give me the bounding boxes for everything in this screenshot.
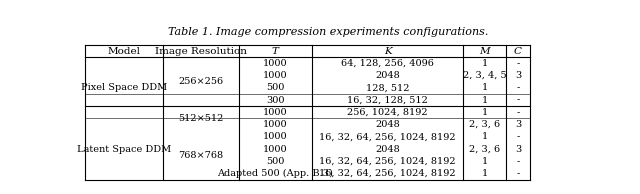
Text: 2048: 2048 [376, 120, 400, 129]
Text: K: K [384, 47, 392, 55]
Text: M: M [479, 47, 490, 55]
Text: Adapted 500 (App. B.3): Adapted 500 (App. B.3) [218, 169, 333, 178]
Text: 256×256: 256×256 [179, 77, 223, 86]
Text: 16, 32, 128, 512: 16, 32, 128, 512 [348, 96, 428, 105]
Text: 1000: 1000 [263, 132, 288, 141]
Text: 2, 3, 6: 2, 3, 6 [469, 145, 500, 154]
Text: 2048: 2048 [376, 145, 400, 154]
Text: Pixel Space DDM: Pixel Space DDM [81, 83, 167, 92]
Text: 2048: 2048 [376, 71, 400, 80]
Text: 2, 3, 6: 2, 3, 6 [469, 120, 500, 129]
Text: -: - [516, 96, 520, 105]
Text: 2, 3, 4, 5: 2, 3, 4, 5 [463, 71, 506, 80]
Text: 1: 1 [481, 108, 488, 117]
Text: Latent Space DDM: Latent Space DDM [77, 145, 172, 154]
Text: 1: 1 [481, 132, 488, 141]
Text: 1000: 1000 [263, 145, 288, 154]
Text: 1: 1 [481, 96, 488, 105]
Text: 3: 3 [515, 145, 521, 154]
Text: 1000: 1000 [263, 120, 288, 129]
Text: C: C [514, 47, 522, 55]
Text: -: - [516, 169, 520, 178]
Text: 768×768: 768×768 [179, 151, 223, 160]
Text: 1: 1 [481, 169, 488, 178]
Text: 16, 32, 64, 256, 1024, 8192: 16, 32, 64, 256, 1024, 8192 [319, 169, 456, 178]
Text: Image Resolution: Image Resolution [155, 47, 247, 55]
Text: 3: 3 [515, 71, 521, 80]
Text: 1: 1 [481, 157, 488, 166]
Text: Model: Model [108, 47, 141, 55]
Text: 128, 512: 128, 512 [366, 83, 410, 92]
Text: 500: 500 [266, 83, 285, 92]
Text: 1: 1 [481, 83, 488, 92]
Text: 1000: 1000 [263, 59, 288, 68]
Text: 500: 500 [266, 157, 285, 166]
Text: -: - [516, 157, 520, 166]
Text: 3: 3 [515, 120, 521, 129]
Text: 16, 32, 64, 256, 1024, 8192: 16, 32, 64, 256, 1024, 8192 [319, 157, 456, 166]
Text: 16, 32, 64, 256, 1024, 8192: 16, 32, 64, 256, 1024, 8192 [319, 132, 456, 141]
Text: 64, 128, 256, 4096: 64, 128, 256, 4096 [341, 59, 434, 68]
Text: 1: 1 [481, 59, 488, 68]
Text: -: - [516, 132, 520, 141]
Text: T: T [272, 47, 279, 55]
Text: -: - [516, 108, 520, 117]
Text: 1000: 1000 [263, 71, 288, 80]
Text: 512×512: 512×512 [179, 114, 224, 123]
Text: -: - [516, 59, 520, 68]
Text: -: - [516, 83, 520, 92]
Text: 1000: 1000 [263, 108, 288, 117]
Text: 256, 1024, 8192: 256, 1024, 8192 [348, 108, 428, 117]
Text: 300: 300 [266, 96, 285, 105]
Text: Table 1. Image compression experiments configurations.: Table 1. Image compression experiments c… [168, 27, 488, 37]
